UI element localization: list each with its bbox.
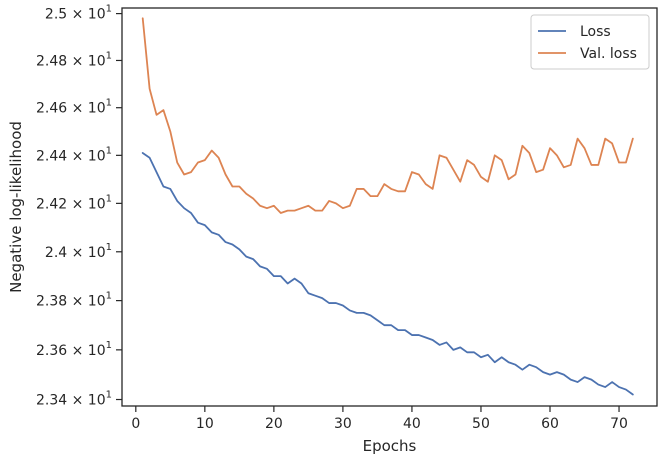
loss-series-line xyxy=(141,152,634,396)
y-tick-label: 2.46 × 101 xyxy=(36,98,112,117)
y-tick-label: 2.42 × 101 xyxy=(36,193,112,212)
x-axis-label: Epochs xyxy=(363,437,417,455)
x-tick-label: 70 xyxy=(610,416,628,432)
plot-frame xyxy=(121,7,658,407)
y-axis-ticks: 2.34 × 101 2.36 × 101 2.38 × 101 2.4 × 101 2… xyxy=(36,4,122,409)
y-tick-label: 2.36 × 101 xyxy=(36,340,112,359)
val-loss-series-line xyxy=(141,17,634,214)
y-axis-label: Negative log-likelihood xyxy=(7,121,25,293)
x-axis-ticks: 0 10 20 30 40 50 60 70 xyxy=(131,406,628,432)
legend-val-loss-label: Val. loss xyxy=(580,46,637,62)
x-tick-label: 40 xyxy=(403,416,421,432)
x-tick-label: 10 xyxy=(196,416,214,432)
y-tick-label: 2.4 × 101 xyxy=(45,242,112,261)
y-tick-label: 2.44 × 101 xyxy=(36,145,112,164)
y-tick-label: 2.48 × 101 xyxy=(36,50,112,69)
x-tick-label: 30 xyxy=(334,416,352,432)
x-tick-label: 50 xyxy=(472,416,490,432)
legend: Loss Val. loss xyxy=(530,14,650,70)
x-tick-label: 60 xyxy=(541,416,559,432)
y-tick-label: 2.38 × 101 xyxy=(36,291,112,310)
y-tick-label: 2.34 × 101 xyxy=(36,390,112,409)
legend-loss-label: Loss xyxy=(580,24,611,40)
x-tick-label: 20 xyxy=(265,416,283,432)
x-tick-label: 0 xyxy=(131,416,140,432)
legend-box xyxy=(530,14,650,70)
series-layer xyxy=(141,17,634,396)
y-tick-label: 2.5 × 101 xyxy=(45,4,112,23)
